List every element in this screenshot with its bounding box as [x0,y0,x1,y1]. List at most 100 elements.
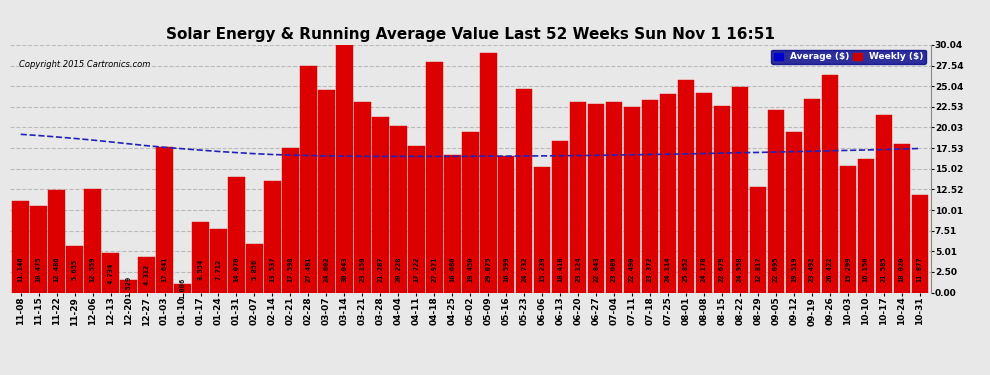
Bar [229,177,245,292]
Bar [174,284,191,292]
Text: 26.422: 26.422 [827,256,833,282]
Text: 4.312: 4.312 [144,264,149,285]
Text: 17.598: 17.598 [287,256,293,282]
Bar [336,45,352,292]
Bar [156,147,173,292]
Text: 24.602: 24.602 [324,256,330,282]
Text: 22.843: 22.843 [593,256,599,282]
Bar [282,147,299,292]
Text: 17.722: 17.722 [413,256,420,282]
Text: 15.299: 15.299 [844,256,850,282]
Text: 20.228: 20.228 [395,256,401,282]
Bar [462,132,478,292]
Bar [570,102,586,292]
Text: 21.585: 21.585 [881,256,887,282]
Text: 19.450: 19.450 [467,256,473,282]
Bar [767,111,784,292]
Bar [31,206,47,292]
Bar [480,53,497,292]
Text: 15.239: 15.239 [540,256,545,282]
Text: 23.150: 23.150 [359,256,365,282]
Bar [875,115,892,292]
Bar [732,87,748,292]
Bar [247,244,262,292]
Bar [912,195,928,292]
Bar [894,144,910,292]
Legend: Average ($), Weekly ($): Average ($), Weekly ($) [771,50,926,64]
Text: 5.655: 5.655 [71,259,77,280]
Bar [210,229,227,292]
Text: 12.486: 12.486 [53,256,59,282]
Bar [372,117,389,292]
Text: 22.490: 22.490 [629,256,636,282]
Text: 5.856: 5.856 [251,259,257,280]
Text: 18.418: 18.418 [557,256,563,282]
Text: 23.124: 23.124 [575,256,581,282]
Bar [516,89,533,292]
Bar [390,126,407,292]
Bar [642,100,658,292]
Bar [139,257,154,292]
Bar [588,104,605,292]
Text: 13.537: 13.537 [269,256,275,282]
Text: 24.178: 24.178 [701,256,707,282]
Bar [624,107,641,292]
Bar [354,102,370,292]
Bar [300,66,317,292]
Bar [84,189,101,292]
Text: 8.554: 8.554 [198,259,204,280]
Bar [408,147,425,292]
Bar [102,254,119,292]
Text: 30.043: 30.043 [342,256,347,282]
Text: 4.734: 4.734 [108,262,114,284]
Bar [49,190,65,292]
Text: 11.877: 11.877 [917,256,923,282]
Text: 18.020: 18.020 [899,256,905,282]
Text: 16.150: 16.150 [863,256,869,282]
Text: 24.732: 24.732 [521,256,528,282]
Bar [121,280,137,292]
Title: Solar Energy & Running Average Value Last 52 Weeks Sun Nov 1 16:51: Solar Energy & Running Average Value Las… [165,27,775,42]
Text: 23.492: 23.492 [809,256,815,282]
Bar [606,102,623,292]
Text: 19.519: 19.519 [791,256,797,282]
Bar [749,187,766,292]
Bar [498,156,515,292]
Bar [66,246,83,292]
Text: 27.481: 27.481 [305,256,312,282]
Bar [659,94,676,292]
Bar [840,166,856,292]
Text: 25.852: 25.852 [683,256,689,282]
Text: 11.146: 11.146 [18,256,24,282]
Bar [804,99,820,292]
Text: Copyright 2015 Cartronics.com: Copyright 2015 Cartronics.com [19,60,150,69]
Text: 17.641: 17.641 [161,256,167,282]
Text: 22.679: 22.679 [719,256,725,282]
Text: 12.559: 12.559 [90,256,96,282]
Text: 16.599: 16.599 [503,256,509,282]
Text: 23.089: 23.089 [611,256,617,282]
Text: 24.958: 24.958 [737,256,742,282]
Bar [678,80,694,292]
Text: 14.070: 14.070 [234,256,240,282]
Text: 1.006: 1.006 [179,278,185,299]
Bar [857,159,874,292]
Bar [822,75,839,292]
Bar [534,167,550,292]
Bar [192,222,209,292]
Text: 24.114: 24.114 [665,256,671,282]
Text: 29.075: 29.075 [485,256,491,282]
Bar [714,106,731,292]
Bar [13,201,29,292]
Bar [318,90,335,292]
Text: 21.287: 21.287 [377,256,383,282]
Bar [551,141,568,292]
Bar [696,93,712,292]
Text: 16.680: 16.680 [449,256,455,282]
Text: 10.475: 10.475 [36,256,42,282]
Bar [426,62,443,292]
Text: 22.095: 22.095 [773,256,779,282]
Text: 7.712: 7.712 [216,259,222,280]
Text: 23.372: 23.372 [647,256,653,282]
Bar [444,155,460,292]
